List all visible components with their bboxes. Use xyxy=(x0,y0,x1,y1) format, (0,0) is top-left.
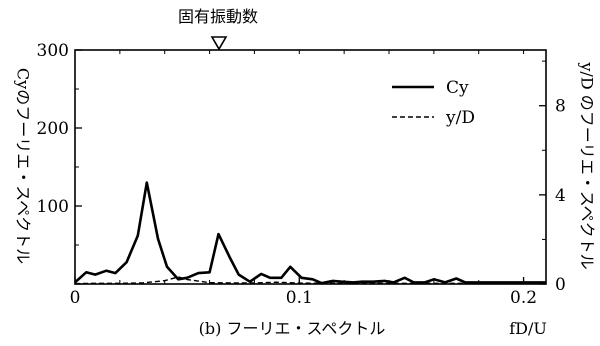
y-right-tick-label: 8 xyxy=(555,97,566,117)
series-line-cy xyxy=(74,181,546,285)
figure-caption: (b) フーリエ・スペクトル xyxy=(199,319,386,338)
plot-area: 0 0.1 0.2 100 200 300 0 4 8 xyxy=(37,41,566,308)
x-tick-label: 0 xyxy=(70,288,81,308)
y-axis-right-label: y/D のフーリエ・スペクトル xyxy=(578,61,597,269)
plot-frame xyxy=(74,49,547,285)
x-tick-label: 0.1 xyxy=(286,288,313,308)
y-right-tick-label: 0 xyxy=(555,275,566,295)
y-left-tick-label: 300 xyxy=(37,41,69,61)
natural-frequency-annotation: 固有振動数 xyxy=(178,7,258,26)
legend-label-yd: y/D xyxy=(445,108,475,128)
legend-label-cy: Cy xyxy=(446,78,469,98)
y-left-tick-label: 200 xyxy=(37,119,69,139)
natural-frequency-marker-icon xyxy=(210,36,228,51)
y-left-tick-label: 100 xyxy=(37,197,69,217)
x-tick-label: 0.2 xyxy=(510,288,537,308)
legend: Cy y/D xyxy=(392,78,475,128)
y-right-tick-label: 4 xyxy=(555,186,566,206)
x-axis-label: fD/U xyxy=(509,319,547,338)
series-line-yd xyxy=(74,276,546,285)
y-axis-left-label: Cyのフーリエ・スペクトル xyxy=(14,68,33,264)
